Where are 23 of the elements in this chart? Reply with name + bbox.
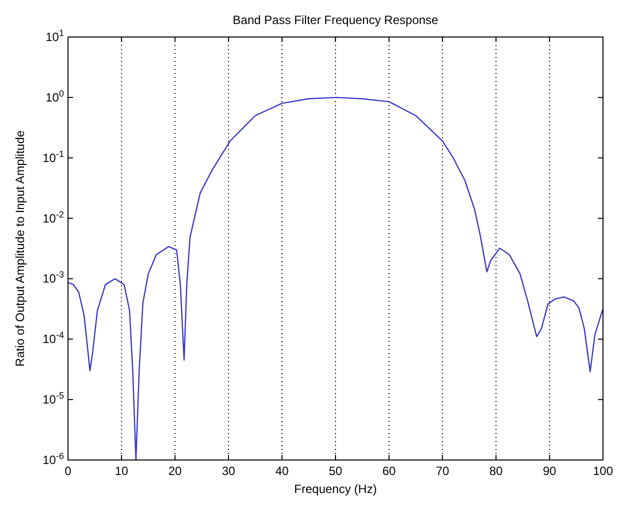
y-tick-label: 10$^{-2}$ (42, 209, 64, 226)
x-tick-label: 10 (114, 464, 128, 478)
y-tick-label: 10$^{-1}$ (42, 148, 64, 165)
x-tick-label: 90 (542, 464, 556, 478)
y-tick-label: 10$^{-4}$ (42, 330, 64, 346)
x-tick-label: 40 (275, 464, 289, 478)
chart-title: Band Pass Filter Frequency Response (232, 13, 439, 27)
y-axis-title: Ratio of Output Amplitude to Input Amplitude (13, 130, 27, 367)
y-tick-label: 10$^{-5}$ (42, 390, 64, 407)
x-tick-label: 0 (64, 464, 72, 478)
x-tick-label: 70 (436, 464, 450, 478)
y-tick-label: 10$^{1}$ (46, 28, 64, 44)
y-tick-label: 10$^{-6}$ (42, 451, 64, 467)
x-tick-label: 100 (592, 464, 614, 478)
x-tick-label: 20 (168, 464, 182, 478)
x-axis-title: Frequency (Hz) (294, 482, 377, 496)
y-tick-label: 10$^{0}$ (46, 88, 64, 104)
x-tick-label: 60 (382, 464, 396, 478)
x-tick-label: 50 (328, 464, 342, 478)
x-tick-label: 80 (489, 464, 503, 478)
x-tick-label: 30 (222, 464, 236, 478)
line-series (68, 96, 603, 460)
y-tick-label: 10$^{-3}$ (42, 270, 64, 286)
